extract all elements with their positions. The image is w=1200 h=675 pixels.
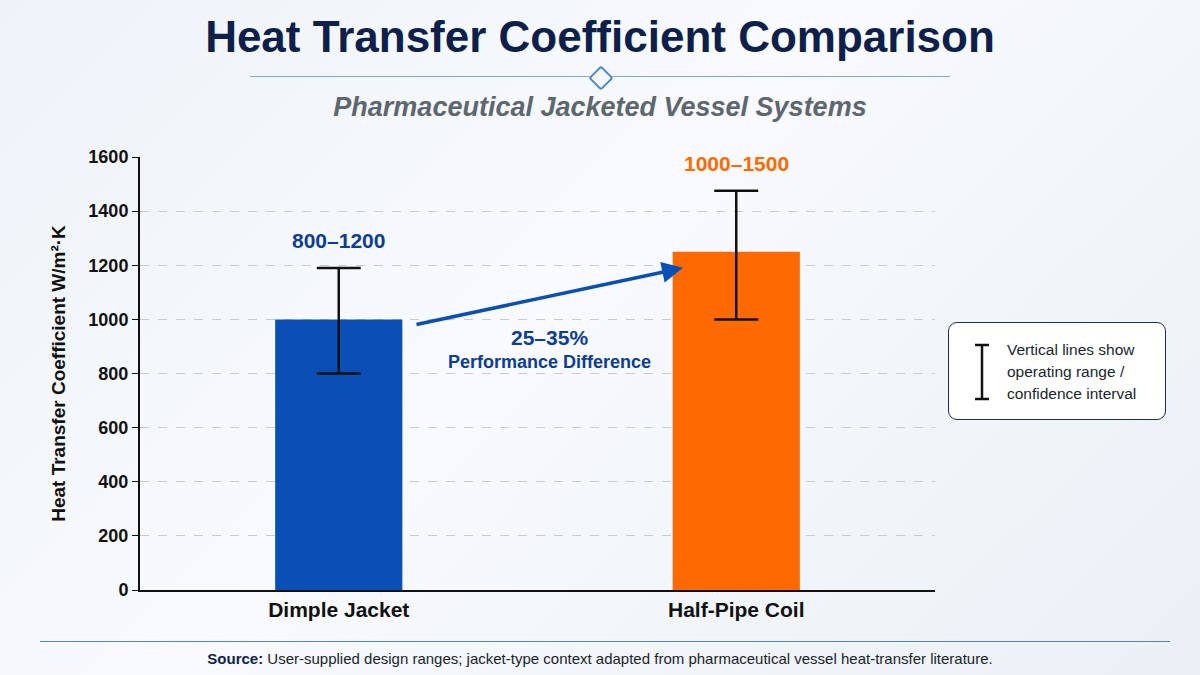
svg-text:800–1200: 800–1200 [292, 229, 385, 252]
svg-text:Performance Difference: Performance Difference [448, 352, 651, 372]
html-text:Vertical lines show operating: Vertical lines show operating range / co… [1007, 341, 1137, 402]
html-text:Pharmaceutical Jacketed Vessel: Pharmaceutical Jacketed Vessel Systems [333, 92, 867, 122]
svg-text:800: 800 [98, 364, 128, 384]
svg-text:1000: 1000 [88, 310, 128, 330]
svg-text:1200: 1200 [88, 256, 128, 276]
svg-text:Heat Transfer Coefficient W/m²: Heat Transfer Coefficient W/m²·K [48, 225, 69, 522]
svg-text:1600: 1600 [88, 147, 128, 167]
html-text:Source: User-supplied design r: Source: User-supplied design ranges; jac… [207, 650, 993, 667]
svg-text:Dimple Jacket: Dimple Jacket [268, 598, 409, 621]
html-text:Heat Transfer Coefficient Comp: Heat Transfer Coefficient Comparison [205, 12, 995, 61]
svg-text:0: 0 [118, 580, 128, 600]
svg-text:600: 600 [98, 418, 128, 438]
svg-text:Half-Pipe Coil: Half-Pipe Coil [668, 598, 805, 621]
svg-text:25–35%: 25–35% [511, 326, 588, 349]
svg-text:400: 400 [98, 472, 128, 492]
svg-text:200: 200 [98, 526, 128, 546]
svg-text:1000–1500: 1000–1500 [684, 152, 789, 175]
svg-text:1400: 1400 [88, 201, 128, 221]
